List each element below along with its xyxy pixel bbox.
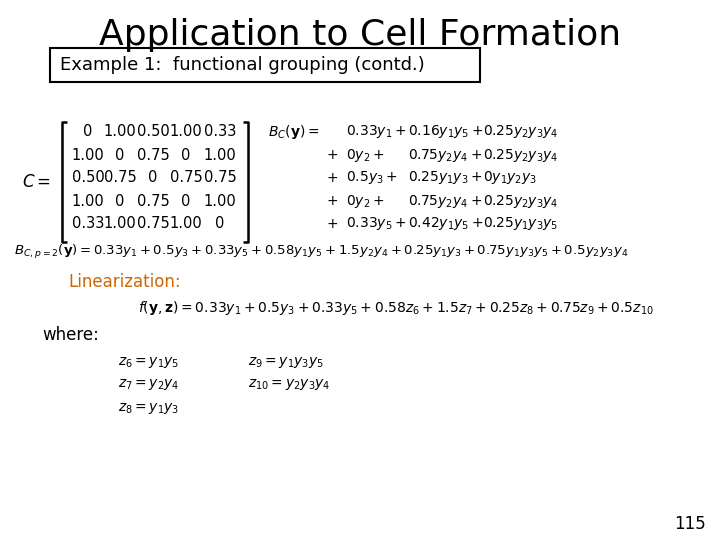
- Text: $0.75y_2y_4 +$: $0.75y_2y_4 +$: [408, 192, 482, 210]
- Text: $0y_2 +$: $0y_2 +$: [346, 192, 384, 210]
- Text: $z_9 = y_1y_3y_5$: $z_9 = y_1y_3y_5$: [248, 354, 324, 369]
- Text: 1.00: 1.00: [170, 125, 202, 139]
- Text: $B_{C,p=2}(\mathbf{y})=0.33y_1+0.5y_3+0.33y_5+0.58y_1y_5+1.5y_2y_4+0.25y_1y_3+0.: $B_{C,p=2}(\mathbf{y})=0.33y_1+0.5y_3+0.…: [14, 243, 629, 261]
- Text: 0.75: 0.75: [170, 171, 202, 186]
- Text: $+$: $+$: [326, 217, 338, 231]
- Text: $+$: $+$: [326, 194, 338, 208]
- Text: Application to Cell Formation: Application to Cell Formation: [99, 18, 621, 52]
- Text: 1.00: 1.00: [71, 193, 104, 208]
- Text: $0.25y_1y_3 +$: $0.25y_1y_3 +$: [408, 170, 482, 186]
- Text: $0y_2 +$: $0y_2 +$: [346, 146, 384, 164]
- Text: where:: where:: [42, 326, 99, 344]
- Text: 1.00: 1.00: [104, 125, 136, 139]
- Text: 0.75: 0.75: [137, 193, 169, 208]
- Text: $0.25y_2y_3y_4$: $0.25y_2y_3y_4$: [483, 146, 559, 164]
- Text: Example 1:  functional grouping (contd.): Example 1: functional grouping (contd.): [60, 56, 425, 74]
- Text: 115: 115: [674, 515, 706, 533]
- Text: 0: 0: [115, 193, 125, 208]
- Text: 0.75: 0.75: [104, 171, 136, 186]
- Text: $z_8 = y_1y_3$: $z_8 = y_1y_3$: [118, 401, 179, 415]
- Text: 0: 0: [115, 147, 125, 163]
- FancyBboxPatch shape: [50, 48, 480, 82]
- Text: $0.16y_1y_5 +$: $0.16y_1y_5 +$: [408, 124, 483, 140]
- Text: 1.00: 1.00: [104, 217, 136, 232]
- Text: 0: 0: [181, 147, 191, 163]
- Text: 0.33: 0.33: [204, 125, 236, 139]
- Text: 1.00: 1.00: [170, 217, 202, 232]
- Text: 1.00: 1.00: [71, 147, 104, 163]
- Text: $0.25y_2y_3y_4$: $0.25y_2y_3y_4$: [483, 124, 559, 140]
- Text: $0.42y_1y_5 +$: $0.42y_1y_5 +$: [408, 215, 483, 233]
- Text: 0.50: 0.50: [71, 171, 104, 186]
- Text: $0y_1y_2y_3$: $0y_1y_2y_3$: [483, 170, 537, 186]
- Text: $C =$: $C =$: [22, 173, 51, 191]
- Text: $+$: $+$: [326, 148, 338, 162]
- Text: 0: 0: [84, 125, 93, 139]
- Text: 0.75: 0.75: [137, 147, 169, 163]
- Text: $z_{10} = y_2y_3y_4$: $z_{10} = y_2y_3y_4$: [248, 377, 330, 393]
- Text: $+$: $+$: [326, 171, 338, 185]
- Text: 0.75: 0.75: [137, 217, 169, 232]
- Text: $0.75y_2y_4 +$: $0.75y_2y_4 +$: [408, 146, 482, 164]
- Text: 0: 0: [181, 193, 191, 208]
- Text: Linearization:: Linearization:: [68, 273, 181, 291]
- Text: 0.75: 0.75: [204, 171, 236, 186]
- Text: $z_7 = y_2y_4$: $z_7 = y_2y_4$: [118, 377, 179, 393]
- Text: 1.00: 1.00: [204, 147, 236, 163]
- Text: $0.5y_3 +$: $0.5y_3 +$: [346, 170, 397, 186]
- Text: $0.25y_1y_3y_5$: $0.25y_1y_3y_5$: [483, 215, 558, 233]
- Text: $0.33y_5 +$: $0.33y_5 +$: [346, 215, 407, 233]
- Text: 0.50: 0.50: [137, 125, 169, 139]
- Text: $z_6 = y_1y_5$: $z_6 = y_1y_5$: [118, 354, 179, 369]
- Text: $0.25y_2y_3y_4$: $0.25y_2y_3y_4$: [483, 192, 559, 210]
- Text: 0.33: 0.33: [72, 217, 104, 232]
- Text: 1.00: 1.00: [204, 193, 236, 208]
- Text: 0: 0: [148, 171, 158, 186]
- Text: $0.33y_1 +$: $0.33y_1 +$: [346, 124, 407, 140]
- Text: $B_C(\mathbf{y}) =$: $B_C(\mathbf{y}) =$: [268, 123, 320, 141]
- Text: $f(\mathbf{y},\mathbf{z})=0.33y_1+0.5y_3+0.33y_5+0.58z_6+1.5z_7+0.25z_8+0.75z_9+: $f(\mathbf{y},\mathbf{z})=0.33y_1+0.5y_3…: [138, 299, 654, 317]
- Text: 0: 0: [215, 217, 225, 232]
